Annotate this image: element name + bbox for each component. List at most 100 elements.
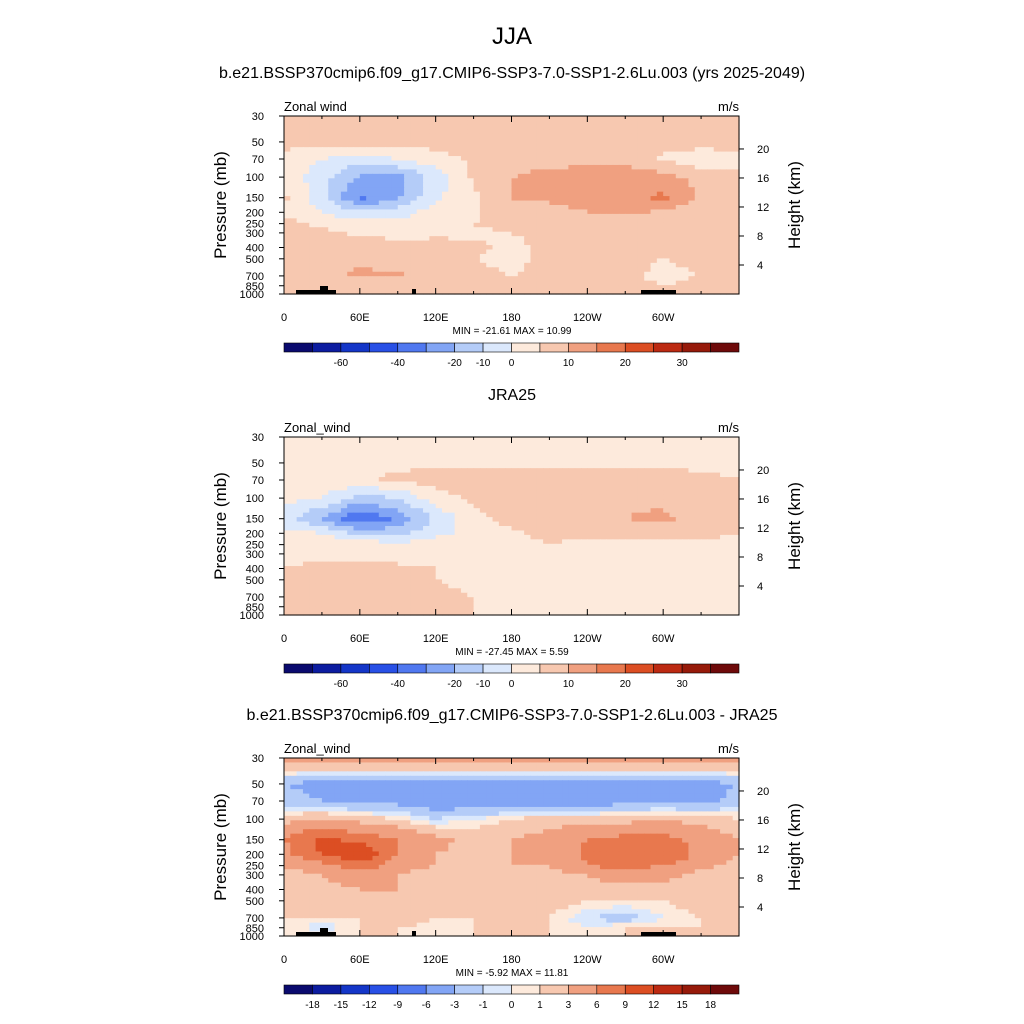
field-cell <box>429 120 437 126</box>
field-cell <box>675 222 683 228</box>
field-cell <box>505 187 513 193</box>
field-cell <box>549 222 557 228</box>
field-cell <box>713 472 721 478</box>
field-cell <box>302 133 310 139</box>
field-cell <box>315 271 323 277</box>
field-cell <box>536 147 544 153</box>
field-cell <box>467 129 475 135</box>
field-cell <box>505 196 513 202</box>
field-cell <box>587 147 595 153</box>
field-cell <box>682 151 690 157</box>
field-cell <box>479 236 487 242</box>
field-cell <box>404 508 411 514</box>
field-cell <box>713 178 721 184</box>
field-cell <box>543 494 551 500</box>
field-cell <box>391 147 399 153</box>
field-cell <box>517 534 525 540</box>
field-cell <box>416 258 424 264</box>
field-cell <box>359 120 367 126</box>
field-cell <box>296 477 304 483</box>
field-cell <box>353 142 361 148</box>
field-cell <box>701 530 708 536</box>
field-cell <box>720 240 727 246</box>
field-cell <box>682 200 690 206</box>
field-cell <box>366 187 374 193</box>
field-cell <box>416 191 424 197</box>
field-cell <box>404 187 411 193</box>
field-cell <box>682 526 690 532</box>
field-cell <box>688 276 696 282</box>
field-cell <box>656 213 664 219</box>
field-cell <box>555 481 563 487</box>
field-cell <box>334 178 342 184</box>
field-cell <box>479 213 487 219</box>
field-cell <box>302 437 310 443</box>
field-cell <box>492 169 500 175</box>
field-cell <box>479 120 487 126</box>
field-cell <box>359 209 367 215</box>
field-cell <box>669 485 677 491</box>
field-cell <box>618 262 626 268</box>
field-cell <box>637 258 645 264</box>
field-cell <box>581 494 588 500</box>
field-cell <box>637 459 645 465</box>
field-cell <box>562 521 569 527</box>
field-cell <box>707 124 715 130</box>
field-cell <box>511 245 519 251</box>
field-cell <box>631 173 639 179</box>
field-cell <box>713 481 721 487</box>
field-cell <box>543 280 551 286</box>
field-cell <box>543 539 551 545</box>
field-cell <box>562 169 569 175</box>
field-cell <box>378 205 386 211</box>
field-cell <box>549 227 557 233</box>
field-cell <box>732 271 740 277</box>
field-cell <box>454 151 462 157</box>
field-cell <box>473 530 481 536</box>
field-cell <box>404 481 411 487</box>
field-cell <box>511 116 519 122</box>
field-cell <box>606 441 614 447</box>
field-cell <box>562 441 569 447</box>
field-cell <box>284 173 291 179</box>
field-cell <box>549 209 557 215</box>
x-tick-label: 180 <box>502 312 520 324</box>
field-cell <box>467 271 475 277</box>
field-cell <box>644 526 652 532</box>
field-cell <box>568 450 576 456</box>
field-cell <box>587 521 595 527</box>
field-cell <box>606 557 614 563</box>
field-cell <box>618 508 626 514</box>
field-cell <box>631 530 639 536</box>
field-cell <box>694 437 702 443</box>
field-cell <box>524 196 532 202</box>
field-cell <box>720 218 727 224</box>
field-cell <box>574 508 582 514</box>
field-cell <box>720 477 727 483</box>
field-cell <box>448 116 456 122</box>
field-cell <box>302 481 310 487</box>
field-cell <box>713 526 721 532</box>
field-cell <box>290 485 298 491</box>
field-cell <box>524 285 532 291</box>
field-cell <box>581 151 588 157</box>
field-cell <box>606 116 614 122</box>
field-cell <box>441 468 449 474</box>
field-cell <box>517 271 525 277</box>
field-cell <box>511 147 519 153</box>
field-cell <box>543 468 551 474</box>
field-cell <box>315 512 323 518</box>
field-cell <box>366 468 374 474</box>
field-cell <box>713 543 721 549</box>
field-cell <box>694 508 702 514</box>
field-cell <box>656 258 664 264</box>
field-cell <box>555 539 563 545</box>
field-cell <box>536 129 544 135</box>
field-cell <box>688 156 696 162</box>
field-cell <box>359 517 367 523</box>
field-cell <box>473 205 481 211</box>
field-cell <box>391 116 399 122</box>
field-cell <box>618 468 626 474</box>
field-cell <box>593 160 601 166</box>
field-cell <box>581 213 588 219</box>
